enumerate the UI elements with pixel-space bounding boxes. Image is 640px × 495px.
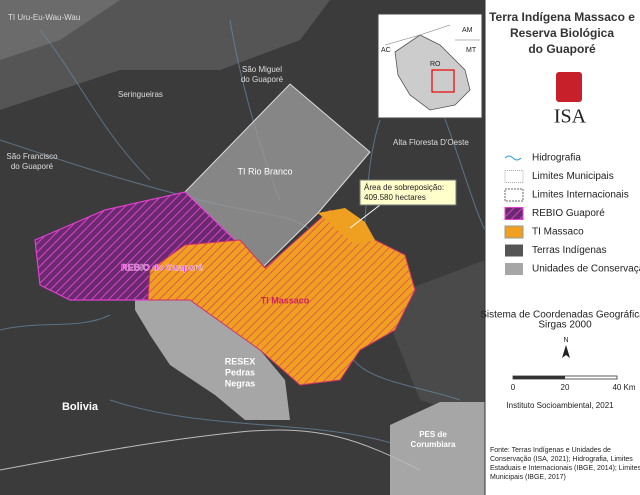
legend-swatch — [504, 170, 524, 183]
scale-label: 0 — [511, 383, 516, 392]
map-label: TI Uru-Eu-Wau-Wau — [8, 13, 80, 22]
map-label: do Guaporé — [11, 162, 54, 171]
legend-swatch — [505, 244, 523, 257]
legend-label: Terras Indígenas — [532, 245, 607, 256]
legend-swatch — [504, 188, 524, 202]
inset-label: MT — [466, 47, 477, 54]
source-text: Estaduais e Internacionais (IBGE, 2014);… — [490, 465, 640, 472]
source-text: Municipais (IBGE, 2017) — [490, 474, 566, 481]
inset-map: AM MT AC RO — [377, 13, 483, 119]
map-label: São Miguel — [242, 65, 282, 74]
north-arrow: N — [563, 337, 568, 344]
callout-box — [359, 179, 457, 206]
map-label: Seringueiras — [118, 90, 163, 99]
legend-label: TI Massaco — [532, 227, 584, 238]
map-label: TI Rio Branco — [237, 166, 292, 176]
callout-text: Área de sobreposição: — [364, 183, 444, 192]
source-text: Conservação (ISA, 2021); Hidrografia, Li… — [490, 456, 633, 463]
panel-title: do Guaporé — [528, 42, 596, 56]
map-label: RESEX — [225, 356, 256, 366]
callout-text: 409.580 hectares — [364, 193, 426, 202]
source-text: Fonte: Terras Indígenas e Unidades de — [490, 447, 611, 454]
map-label: Pedras — [225, 367, 255, 377]
logo-text: ISA — [554, 106, 587, 128]
map: TI Uru-Eu-Wau-Wau São Miguel do Guaporé … — [0, 0, 485, 495]
map-label: REBIO do Guaporé — [121, 262, 203, 272]
legend-label: Limites Internacionais — [532, 190, 629, 201]
inset-label: AC — [381, 47, 391, 54]
inset-label: RO — [430, 61, 441, 68]
legend-label: Limites Municipais — [532, 171, 614, 182]
map-label: Bolivia — [62, 401, 99, 413]
credit: Instituto Socioambiental, 2021 — [506, 401, 614, 410]
panel-title: Terra Indígena Massaco e — [489, 10, 635, 24]
legend-swatch — [504, 225, 524, 239]
legend-label: REBIO Guaporé — [532, 208, 605, 219]
panel-title: Reserva Biológica — [510, 26, 614, 40]
map-label: PES de — [419, 430, 447, 439]
map-label: Negras — [225, 378, 256, 388]
panel: Terra Indígena Massaco e Reserva Biológi… — [480, 0, 640, 495]
inset-label: AM — [462, 27, 473, 34]
legend-swatch — [504, 155, 522, 161]
map-label: TI Massaco — [261, 295, 310, 305]
crs: Sistema de Coordenadas Geográficas — [480, 310, 640, 321]
map-label: Corumbiara — [411, 440, 456, 449]
crs: Sirgas 2000 — [538, 320, 592, 331]
legend-swatch — [505, 263, 523, 275]
scale-label: 20 — [561, 383, 570, 392]
logo-icon — [556, 72, 582, 102]
map-label: do Guaporé — [241, 75, 284, 84]
legend-label: Unidades de Conservação — [532, 264, 640, 275]
scale-label: 40 Km — [612, 383, 635, 392]
map-label: São Francisco — [6, 152, 58, 161]
legend: Hidrografia Limites Municipais Limites Int… — [504, 153, 640, 275]
legend-swatch — [504, 207, 524, 220]
map-label: Alta Floresta D'Oeste — [393, 138, 469, 147]
legend-label: Hidrografia — [532, 153, 581, 164]
